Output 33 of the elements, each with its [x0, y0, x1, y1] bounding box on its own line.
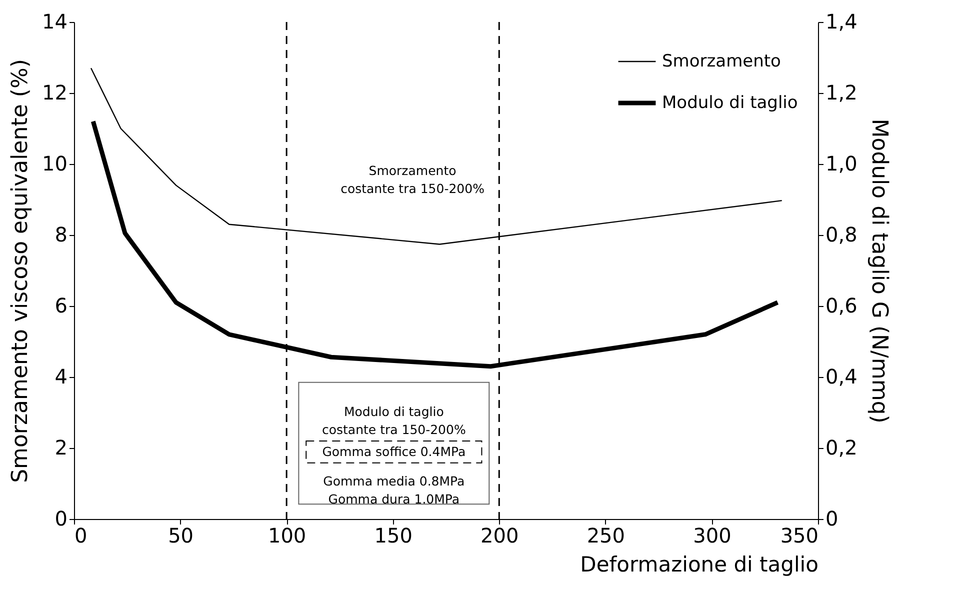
- x-tick-label: 150: [374, 524, 412, 548]
- annotation: Gomma media 0.8MPa Gomma dura 1.0MPa: [323, 474, 465, 507]
- legend-label: Modulo di taglio: [662, 93, 798, 113]
- annotation: Modulo di taglio costante tra 150-200%: [322, 404, 466, 438]
- y2-tick-label: 1,4: [826, 10, 858, 34]
- x-tick-label: 0: [74, 524, 88, 548]
- y-axis-title: Smorzamento viscoso equivalente (%): [8, 59, 34, 483]
- y2-tick-label: 1,0: [826, 152, 858, 176]
- y-tick-label: 6: [54, 294, 68, 318]
- y2-tick-label: 0: [826, 506, 838, 530]
- y2-axis-title: Modulo di taglio G (N/mmq): [866, 118, 892, 424]
- y-tick-label: 14: [42, 10, 68, 34]
- y-tick-label: 0: [54, 506, 68, 530]
- x-tick-label: 200: [480, 524, 519, 548]
- annotation: Smorzamento costante tra 150-200%: [340, 163, 485, 196]
- y2-tick-label: 0,6: [826, 294, 858, 318]
- y-tick-label: 4: [54, 364, 68, 388]
- y2-tick-label: 1,2: [826, 80, 858, 104]
- x-tick-label: 350: [780, 524, 818, 548]
- annotation: Gomma soffice 0.4MPa: [322, 444, 466, 459]
- x-tick-label: 300: [693, 524, 732, 548]
- x-tick-label: 250: [586, 524, 626, 548]
- y-tick-label: 8: [54, 222, 68, 246]
- y-tick-label: 10: [42, 152, 68, 176]
- y-tick-label: 2: [54, 436, 68, 460]
- x-axis-title: Deformazione di taglio: [580, 552, 818, 576]
- x-tick-label: 100: [268, 524, 306, 548]
- y2-tick-label: 0,8: [826, 222, 858, 246]
- y-tick-label: 12: [42, 80, 68, 104]
- y2-tick-label: 0,2: [826, 436, 858, 460]
- legend-label: Smorzamento: [662, 52, 781, 72]
- y2-tick-label: 0,4: [826, 364, 858, 388]
- x-tick-label: 50: [168, 524, 194, 548]
